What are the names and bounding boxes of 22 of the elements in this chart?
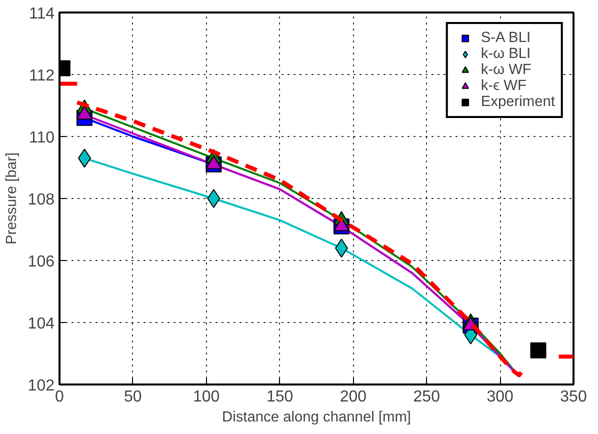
x-tick-label: 0 — [55, 388, 64, 406]
y-tick-label: 110 — [28, 130, 55, 146]
y-tick-label: 112 — [28, 68, 55, 84]
x-axis-title: Distance along channel [mm] — [222, 410, 411, 426]
legend-label: k-ϵ WF — [480, 78, 526, 94]
y-tick-label: 106 — [28, 254, 55, 270]
legend-label: k-ω BLI — [480, 46, 531, 62]
legend-label: S-A BLI — [480, 30, 531, 46]
legend-label: Experiment — [480, 94, 555, 110]
y-axis-title: Pressure [bar] — [4, 152, 20, 245]
x-tick-label: 250 — [413, 388, 440, 406]
y-tick-label: 104 — [28, 316, 55, 332]
x-tick-label: 100 — [193, 388, 220, 406]
legend-label: k-ω WF — [480, 62, 532, 78]
x-tick-label: 150 — [266, 388, 294, 406]
x-tick-label: 50 — [124, 388, 142, 406]
x-tick-label: 300 — [486, 388, 514, 406]
y-tick-label: 108 — [28, 192, 55, 208]
y-tick-label: 102 — [28, 378, 55, 394]
y-tick-label: 114 — [28, 6, 55, 22]
x-tick-label: 350 — [560, 388, 587, 406]
x-tick-label: 200 — [340, 388, 367, 406]
